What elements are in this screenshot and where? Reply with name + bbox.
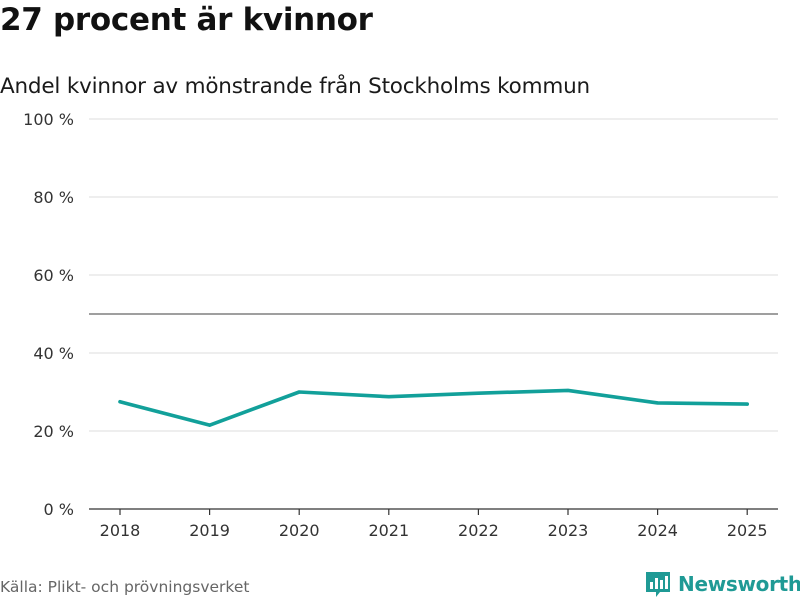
data-point[interactable] xyxy=(208,423,212,427)
x-tick-label: 2025 xyxy=(727,521,768,540)
data-point[interactable] xyxy=(118,400,122,404)
data-point[interactable] xyxy=(566,388,570,393)
x-tick-label: 2019 xyxy=(189,521,230,540)
data-point[interactable] xyxy=(297,390,301,394)
x-tick-label: 2021 xyxy=(368,521,409,540)
chart-subtitle: Andel kvinnor av mönstrande från Stockho… xyxy=(0,74,590,99)
newsworthy-chart-icon xyxy=(646,572,670,597)
x-tick-label: 2020 xyxy=(279,521,320,540)
x-tick-label: 2023 xyxy=(548,521,589,540)
x-tick-label: 2018 xyxy=(100,521,141,540)
y-tick-label: 20 % xyxy=(33,422,74,441)
axes: 0 % 20 % 40 % 60 % 80 % 100 % 2018 2019 2020 2021… xyxy=(23,110,778,540)
data-point[interactable] xyxy=(387,395,391,399)
source-note: Källa: Plikt- och prövningsverket xyxy=(0,578,250,596)
y-tick-label: 80 % xyxy=(33,188,74,207)
x-tick-label: 2022 xyxy=(458,521,499,540)
x-tick-label: 2024 xyxy=(637,521,678,540)
y-tick-label: 40 % xyxy=(33,344,74,363)
chart-title: 27 procent är kvinnor xyxy=(0,2,373,38)
y-tick-label: 100 % xyxy=(23,110,74,129)
data-point[interactable] xyxy=(745,402,749,406)
brand-logo: Newsworthy xyxy=(644,569,800,599)
data-point[interactable] xyxy=(476,391,480,395)
series-group xyxy=(118,388,750,427)
gridlines xyxy=(89,118,778,432)
data-point[interactable] xyxy=(656,401,660,405)
y-tick-label: 0 % xyxy=(44,500,74,519)
brand-name: Newsworthy xyxy=(678,572,800,596)
y-tick-label: 60 % xyxy=(33,266,74,285)
series-line xyxy=(118,388,750,427)
